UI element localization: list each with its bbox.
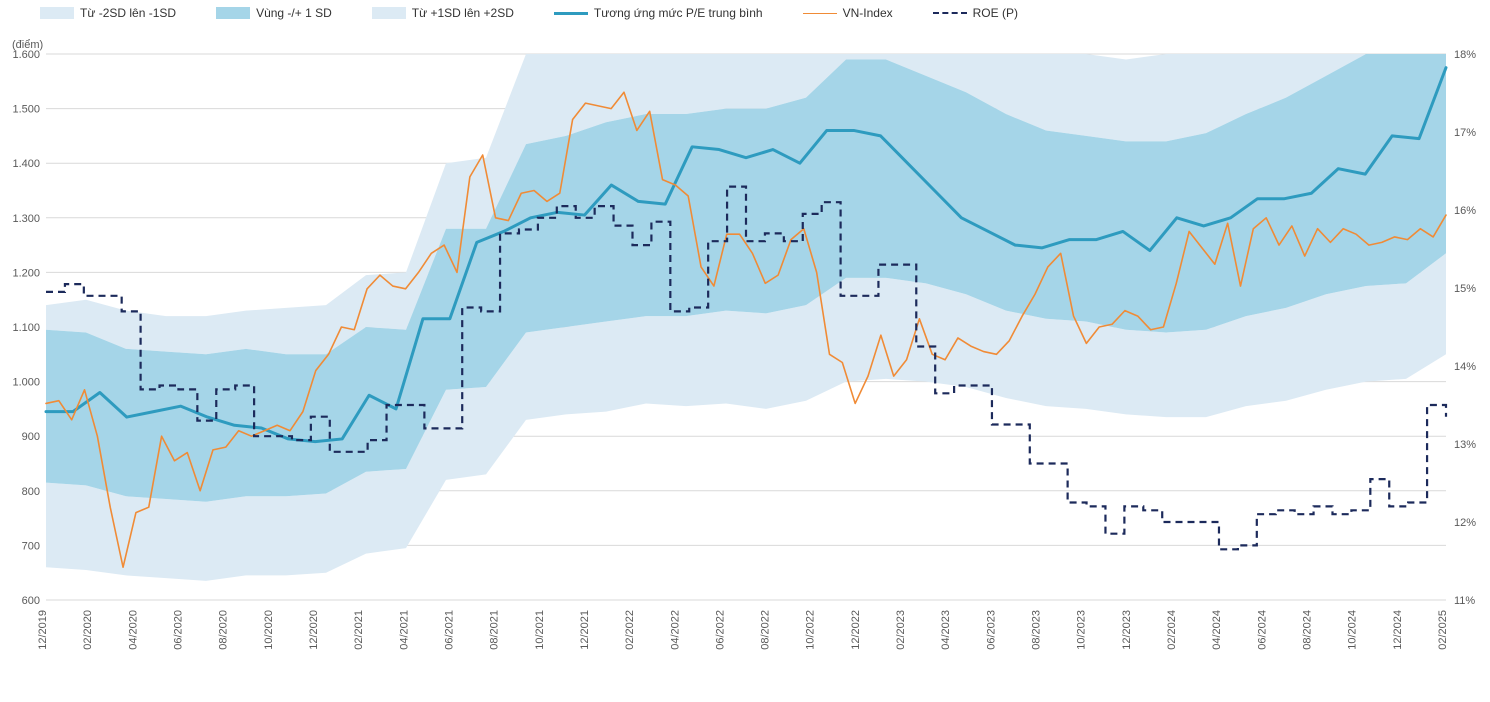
svg-text:1.500: 1.500: [12, 104, 40, 116]
svg-text:08/2024: 08/2024: [1302, 610, 1314, 650]
svg-text:06/2023: 06/2023: [985, 610, 997, 650]
svg-text:1.400: 1.400: [12, 158, 40, 170]
svg-text:02/2020: 02/2020: [82, 610, 94, 650]
svg-text:04/2023: 04/2023: [940, 610, 952, 650]
svg-text:04/2022: 04/2022: [669, 610, 681, 650]
svg-text:06/2020: 06/2020: [172, 610, 184, 650]
svg-text:12/2022: 12/2022: [850, 610, 862, 650]
legend-item: Vùng -/+ 1 SD: [216, 6, 332, 20]
svg-text:11%: 11%: [1454, 595, 1475, 607]
legend-label: VN-Index: [843, 6, 893, 20]
svg-text:06/2024: 06/2024: [1256, 610, 1268, 650]
svg-text:10/2021: 10/2021: [534, 610, 546, 650]
legend-label: ROE (P): [973, 6, 1018, 20]
svg-text:14%: 14%: [1454, 361, 1476, 373]
svg-text:06/2021: 06/2021: [443, 610, 455, 650]
svg-text:800: 800: [22, 486, 40, 498]
svg-text:08/2021: 08/2021: [489, 610, 501, 650]
svg-text:1.200: 1.200: [12, 267, 40, 279]
svg-text:12/2020: 12/2020: [308, 610, 320, 650]
vnindex-pe-bands-chart: Từ -2SD lên -1SD Vùng -/+ 1 SD Từ +1SD lên…: [0, 0, 1490, 702]
svg-text:12/2019: 12/2019: [37, 610, 49, 650]
svg-text:12/2021: 12/2021: [579, 610, 591, 650]
svg-text:700: 700: [22, 540, 40, 552]
chart-svg: 600 700 800 900 1.000 1.100 1.200 1.300 1.400 1.5…: [0, 24, 1490, 697]
svg-text:10/2024: 10/2024: [1347, 610, 1359, 650]
svg-text:02/2021: 02/2021: [353, 610, 365, 650]
svg-text:10/2023: 10/2023: [1076, 610, 1088, 650]
svg-text:10/2020: 10/2020: [263, 610, 275, 650]
svg-text:18%: 18%: [1454, 49, 1476, 61]
chart-legend: Từ -2SD lên -1SD Vùng -/+ 1 SD Từ +1SD lên…: [0, 0, 1490, 24]
legend-label: Từ +1SD lên +2SD: [412, 6, 514, 20]
legend-label: Vùng -/+ 1 SD: [256, 6, 332, 20]
svg-text:04/2021: 04/2021: [398, 610, 410, 650]
svg-text:1.300: 1.300: [12, 213, 40, 225]
svg-text:13%: 13%: [1454, 439, 1476, 451]
svg-text:02/2024: 02/2024: [1166, 610, 1178, 650]
svg-text:(điểm): (điểm): [12, 39, 43, 51]
legend-label: Tương ứng mức P/E trung bình: [594, 6, 763, 20]
svg-text:02/2023: 02/2023: [895, 610, 907, 650]
legend-item: VN-Index: [803, 6, 893, 20]
svg-text:02/2025: 02/2025: [1437, 610, 1449, 650]
svg-text:12/2023: 12/2023: [1121, 610, 1133, 650]
svg-text:08/2022: 08/2022: [760, 610, 772, 650]
svg-text:1.100: 1.100: [12, 322, 40, 334]
svg-text:08/2020: 08/2020: [218, 610, 230, 650]
svg-text:15%: 15%: [1454, 283, 1476, 295]
svg-text:600: 600: [22, 595, 40, 607]
legend-item: ROE (P): [933, 6, 1018, 20]
legend-label: Từ -2SD lên -1SD: [80, 6, 176, 20]
legend-item: Từ +1SD lên +2SD: [372, 6, 514, 20]
legend-item: Từ -2SD lên -1SD: [40, 6, 176, 20]
svg-text:04/2024: 04/2024: [1211, 610, 1223, 650]
svg-text:10/2022: 10/2022: [805, 610, 817, 650]
legend-item: Tương ứng mức P/E trung bình: [554, 6, 763, 20]
svg-text:17%: 17%: [1454, 127, 1476, 139]
svg-text:04/2020: 04/2020: [127, 610, 139, 650]
svg-text:1.000: 1.000: [12, 377, 40, 389]
svg-text:12/2024: 12/2024: [1392, 610, 1404, 650]
svg-text:02/2022: 02/2022: [624, 610, 636, 650]
svg-text:12%: 12%: [1454, 517, 1476, 529]
svg-text:900: 900: [22, 431, 40, 443]
svg-text:16%: 16%: [1454, 205, 1476, 217]
svg-text:06/2022: 06/2022: [714, 610, 726, 650]
svg-text:08/2023: 08/2023: [1031, 610, 1043, 650]
